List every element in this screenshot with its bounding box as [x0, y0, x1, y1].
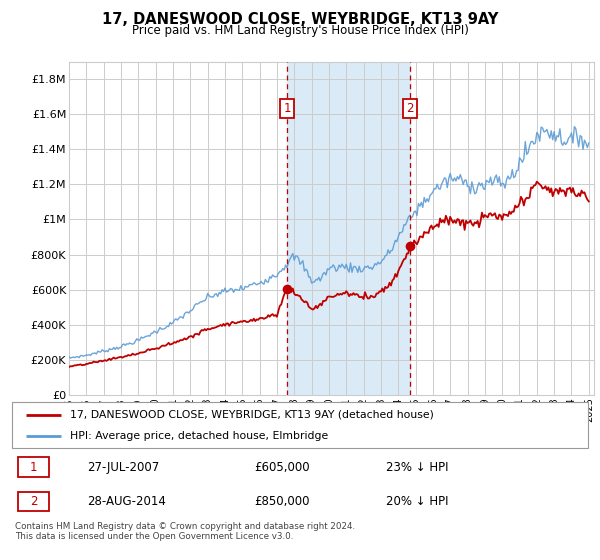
Text: 23% ↓ HPI: 23% ↓ HPI	[386, 461, 449, 474]
Text: 17, DANESWOOD CLOSE, WEYBRIDGE, KT13 9AY: 17, DANESWOOD CLOSE, WEYBRIDGE, KT13 9AY	[102, 12, 498, 27]
Text: 28-AUG-2014: 28-AUG-2014	[87, 495, 166, 508]
Text: £850,000: £850,000	[254, 495, 310, 508]
Bar	[287, 62, 410, 395]
Text: 1: 1	[283, 102, 291, 115]
Text: 17, DANESWOOD CLOSE, WEYBRIDGE, KT13 9AY (detached house): 17, DANESWOOD CLOSE, WEYBRIDGE, KT13 9AY…	[70, 410, 433, 420]
Text: 2: 2	[30, 495, 37, 508]
Bar	[18, 457, 49, 477]
Text: HPI: Average price, detached house, Elmbridge: HPI: Average price, detached house, Elmb…	[70, 431, 328, 441]
Text: 2: 2	[406, 102, 413, 115]
Text: 1: 1	[30, 461, 37, 474]
Text: 20% ↓ HPI: 20% ↓ HPI	[386, 495, 449, 508]
Text: Price paid vs. HM Land Registry's House Price Index (HPI): Price paid vs. HM Land Registry's House …	[131, 24, 469, 37]
Text: 27-JUL-2007: 27-JUL-2007	[87, 461, 159, 474]
Text: £605,000: £605,000	[254, 461, 310, 474]
Bar	[18, 492, 49, 511]
Text: Contains HM Land Registry data © Crown copyright and database right 2024.
This d: Contains HM Land Registry data © Crown c…	[15, 522, 355, 542]
